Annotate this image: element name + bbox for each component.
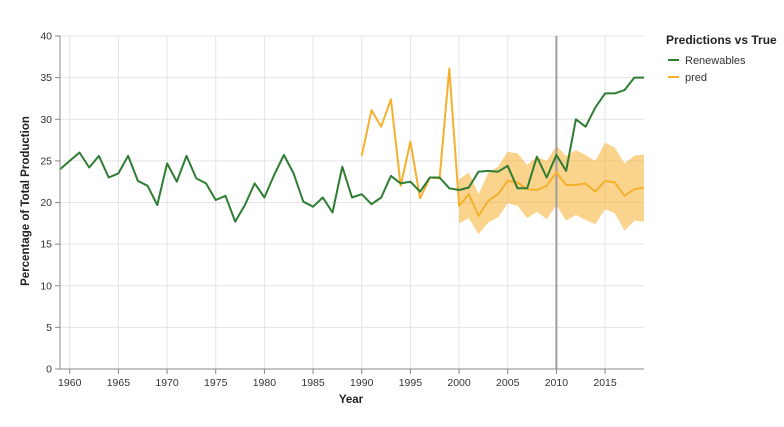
x-tick-label-2005: 2005	[496, 377, 520, 389]
x-tick-label-1980: 1980	[253, 377, 277, 389]
legend-label-renewables: Renewables	[685, 55, 746, 67]
x-tick-label-1970: 1970	[155, 377, 179, 389]
y-axis-title: Percentage of Total Production	[20, 116, 32, 286]
y-tick-label-5: 5	[46, 322, 52, 334]
x-axis-ticks: 1960 1965 1970 1975 1980 1985 1990 1995 2000 2005…	[58, 369, 617, 389]
legend-title: Predictions vs True	[666, 33, 777, 47]
x-tick-label-2000: 2000	[447, 377, 471, 389]
prediction-band-layer	[459, 142, 644, 235]
x-tick-label-1985: 1985	[301, 377, 325, 389]
y-axis-ticks: 0 5 10 15 20 25 30 35 40	[40, 31, 60, 376]
x-tick-label-1965: 1965	[107, 377, 131, 389]
x-tick-label-1990: 1990	[350, 377, 374, 389]
series-layer	[59, 67, 645, 223]
y-tick-label-0: 0	[46, 364, 52, 376]
y-tick-label-30: 30	[40, 114, 52, 126]
y-tick-label-10: 10	[40, 280, 52, 292]
y-tick-label-20: 20	[40, 197, 52, 209]
x-tick-label-1960: 1960	[58, 377, 82, 389]
series-line-pred	[360, 67, 645, 217]
pred-confidence-band	[459, 142, 644, 235]
y-tick-label-15: 15	[40, 239, 52, 251]
x-axis-title: Year	[339, 394, 364, 406]
y-tick-label-40: 40	[40, 31, 52, 43]
legend-label-pred: pred	[685, 72, 707, 84]
legend: Predictions vs True Renewables pred	[666, 33, 777, 84]
x-tick-label-2015: 2015	[593, 377, 617, 389]
x-tick-label-1975: 1975	[204, 377, 228, 389]
x-tick-label-1995: 1995	[399, 377, 423, 389]
x-tick-label-2010: 2010	[545, 377, 569, 389]
y-tick-label-35: 35	[40, 72, 52, 84]
series-line-renewables	[59, 76, 644, 223]
y-tick-label-25: 25	[40, 155, 52, 167]
